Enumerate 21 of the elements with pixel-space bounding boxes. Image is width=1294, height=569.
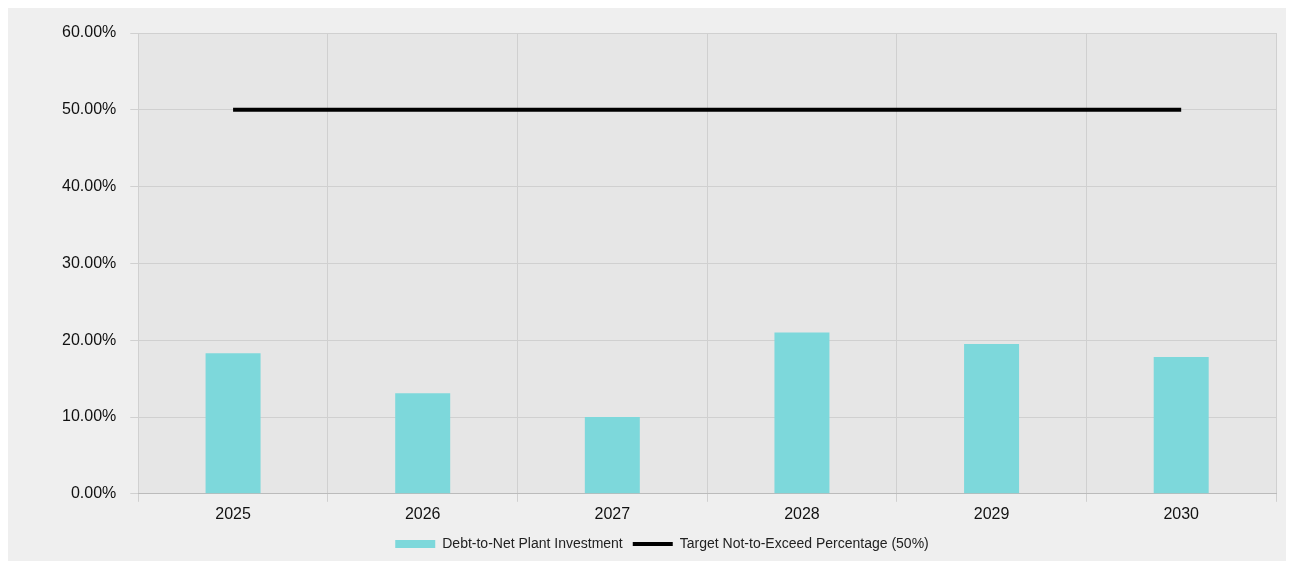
y-tick-label: 10.00% (62, 407, 117, 425)
legend-label: Target Not-to-Exceed Percentage (50%) (679, 534, 929, 551)
x-tick-label: 2030 (1163, 504, 1200, 522)
y-tick-label: 20.00% (62, 330, 117, 348)
bar (774, 332, 830, 494)
x-tick-label: 2027 (594, 504, 631, 522)
bar (395, 393, 451, 494)
y-tick-label: 0.00% (70, 484, 117, 502)
bar (964, 344, 1020, 494)
x-tick-label: 2025 (215, 504, 251, 522)
bar (584, 417, 640, 494)
legend-label: Debt-to-Net Plant Investment (442, 534, 623, 551)
x-tick-label: 2028 (784, 504, 820, 522)
bar (1153, 357, 1209, 494)
y-tick-label: 60.00% (62, 23, 117, 41)
y-tick-label: 40.00% (62, 177, 117, 195)
y-tick-label: 30.00% (62, 253, 117, 271)
bar (205, 353, 261, 494)
x-tick-label: 2029 (973, 504, 1010, 522)
x-tick-label: 2026 (404, 504, 441, 522)
y-tick-label: 50.00% (62, 100, 117, 118)
